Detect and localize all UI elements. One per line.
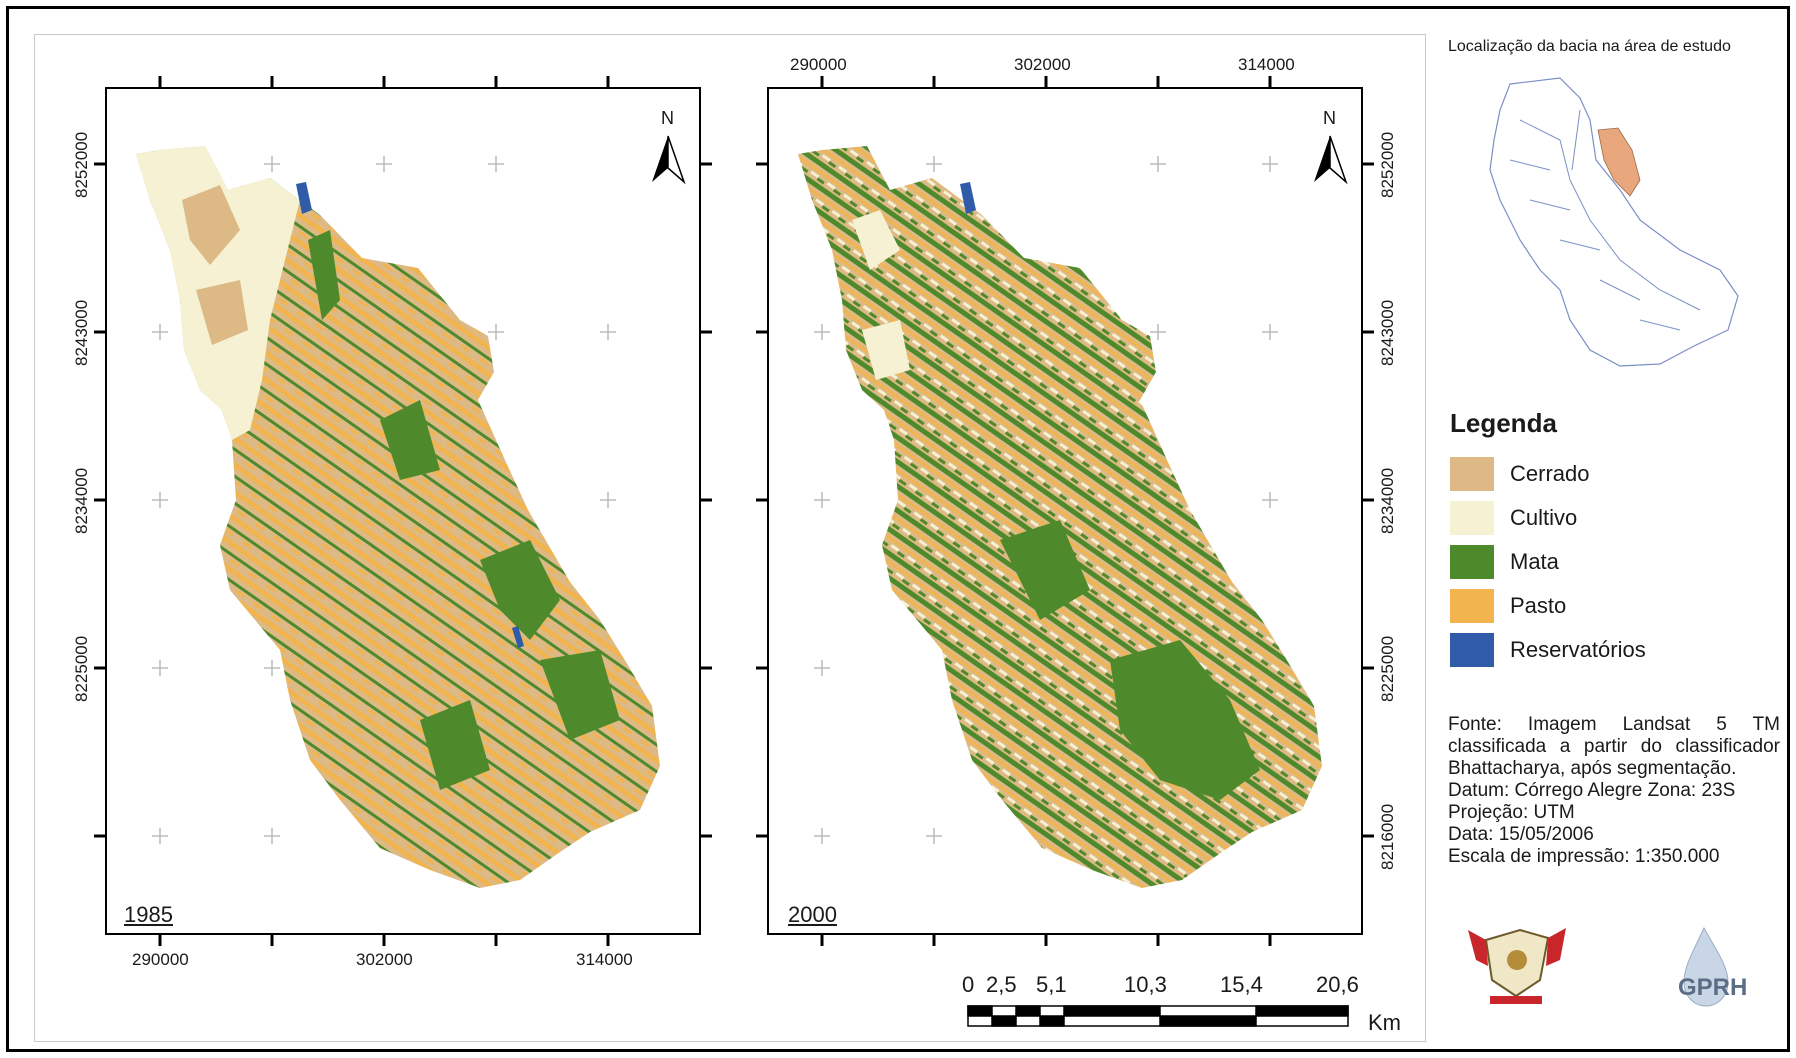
legend-item-cultivo: Cultivo (1450, 501, 1577, 535)
location-inset-map (1489, 77, 1739, 367)
source-line: Projeção: UTM (1448, 802, 1575, 823)
scale-label: 10,3 (1124, 972, 1167, 997)
left-basin-1985 (136, 146, 660, 888)
right-x-tick: 314000 (1238, 55, 1295, 74)
location-inset-title: Localização da bacia na área de estudo (1448, 38, 1731, 55)
right-y-tick: 8225000 (1378, 635, 1397, 702)
source-line: Datum: Córrego Alegre Zona: 23S (1448, 780, 1736, 801)
north-arrow-left (652, 135, 686, 185)
legend-item-mata: Mata (1450, 545, 1559, 579)
legend-item-cerrado: Cerrado (1450, 457, 1589, 491)
left-y-tick: 8225000 (72, 635, 91, 702)
legend-title: Legenda (1450, 408, 1557, 438)
legend-item-reservatorios: Reservatórios (1450, 633, 1646, 667)
left-x-tick: 290000 (132, 950, 189, 969)
right-x-tick: 290000 (790, 55, 847, 74)
left-x-tick: 302000 (356, 950, 413, 969)
source-line: Escala de impressão: 1:350.000 (1448, 846, 1720, 867)
right-y-tick: 8243000 (1378, 299, 1397, 366)
gprh-drop-logo (1683, 926, 1729, 1007)
legend-swatch-mata (1450, 545, 1494, 579)
source-notes: Fonte: Imagem Landsat 5 TM classificada … (1448, 714, 1780, 868)
north-label-right: N (1323, 108, 1336, 128)
source-line: Bhattacharya, após segmentação. (1448, 758, 1737, 779)
legend-label: Pasto (1510, 593, 1567, 618)
gprh-logo-text: GPRH (1678, 974, 1748, 1001)
north-arrow-right (1314, 135, 1348, 185)
scale-label: 0 (962, 972, 975, 997)
source-line: Fonte: Imagem Landsat 5 TM (1448, 714, 1780, 735)
legend-label: Cultivo (1510, 505, 1578, 530)
source-line: Data: 15/05/2006 (1448, 824, 1594, 845)
right-x-tick: 302000 (1014, 55, 1071, 74)
legend-label: Reservatórios (1510, 637, 1646, 662)
right-y-tick: 8252000 (1378, 131, 1397, 198)
legend-swatch-cultivo (1450, 501, 1494, 535)
legend-item-pasto: Pasto (1450, 589, 1566, 623)
right-map-year: 2000 (788, 902, 837, 927)
scale-bar-graphic (967, 1005, 1349, 1027)
university-crest-logo (1468, 928, 1566, 1004)
left-y-tick: 8252000 (72, 131, 91, 198)
map-neatline (34, 34, 1426, 1042)
right-map-frame (767, 87, 1363, 935)
legend-swatch-pasto (1450, 589, 1494, 623)
right-y-tick: 8216000 (1378, 803, 1397, 870)
scale-unit: Km (1368, 1010, 1401, 1035)
legend-swatch-cerrado (1450, 457, 1494, 491)
left-x-tick: 314000 (576, 950, 633, 969)
left-y-tick: 8234000 (72, 467, 91, 534)
map-frame (6, 6, 1790, 1052)
scale-label: 5,1 (1036, 972, 1067, 997)
left-map-frame (105, 87, 701, 935)
legend-label: Cerrado (1510, 461, 1590, 486)
scale-label: 15,4 (1220, 972, 1263, 997)
scale-label: 2,5 (986, 972, 1017, 997)
right-basin-2000 (798, 146, 1322, 888)
left-map-year: 1985 (124, 902, 173, 927)
north-label-left: N (661, 108, 674, 128)
right-y-tick: 8234000 (1378, 467, 1397, 534)
legend-label: Mata (1510, 549, 1559, 574)
scale-label: 20,6 (1316, 972, 1359, 997)
legend-swatch-reservatorios (1450, 633, 1494, 667)
source-line: classificada a partir do classificador (1448, 736, 1780, 757)
left-y-tick: 8243000 (72, 299, 91, 366)
